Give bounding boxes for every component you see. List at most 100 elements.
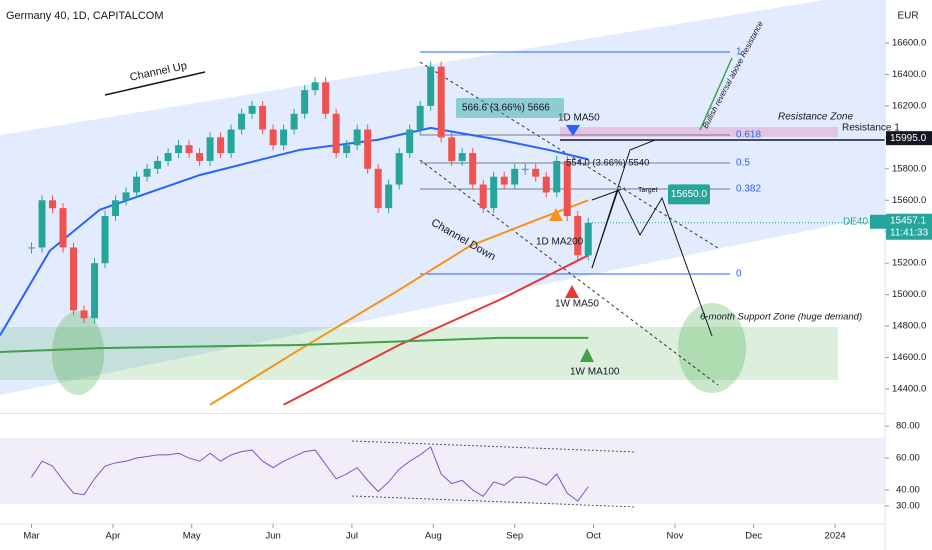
- support-circle: [52, 311, 104, 395]
- arrow-marker: [549, 208, 563, 221]
- annotation: 1W MA100: [570, 367, 620, 378]
- candle-body: [143, 168, 151, 177]
- candle-body: [217, 137, 225, 154]
- candle-body: [343, 145, 351, 154]
- last-price: 15457.1: [890, 215, 927, 226]
- measure-box: [456, 98, 564, 118]
- channel-up: [0, 0, 885, 395]
- candle-body: [28, 247, 36, 249]
- y-tick-label: 15600.0: [892, 195, 926, 206]
- candle-body: [301, 90, 309, 114]
- price-label-box: [886, 131, 932, 146]
- symbol: DE40: [843, 216, 868, 227]
- arrow-marker: [580, 348, 594, 362]
- y-tick-label: 16600.0: [892, 38, 926, 49]
- annotation: Target: [638, 187, 658, 194]
- rsi-tick-label: 80.00: [896, 421, 920, 432]
- target-box: [668, 184, 710, 205]
- y-tick-label: 14400.0: [892, 384, 926, 395]
- x-tick-label: Jun: [265, 531, 280, 542]
- annotation: 1D MA50: [558, 113, 600, 124]
- candle-body: [532, 168, 540, 177]
- candle-body: [364, 129, 372, 169]
- x-tick-label: Jul: [346, 531, 358, 542]
- candle-body: [469, 153, 477, 185]
- candle-body: [238, 113, 246, 130]
- candle-body: [322, 82, 330, 114]
- annotation: Resistance Zone: [778, 112, 853, 123]
- x-tick-label: Oct: [586, 531, 601, 542]
- x-tick-label: Apr: [106, 531, 121, 542]
- fib-label: 1: [736, 47, 742, 58]
- y-tick-label: 15000.0: [892, 289, 926, 300]
- fib-label: 0: [736, 269, 742, 280]
- chart-title: Germany 40, 1D, CAPITALCOM: [6, 10, 164, 22]
- candle-body: [59, 208, 67, 248]
- fib-label: 0.382: [736, 184, 761, 195]
- candle-body: [70, 247, 78, 311]
- support-circle: [678, 303, 746, 393]
- x-tick-label: Aug: [425, 531, 442, 542]
- candle-body: [206, 137, 214, 161]
- candle-body: [154, 160, 162, 169]
- annotation: Resistance 1: [842, 123, 900, 134]
- arrow-marker: [566, 125, 580, 136]
- candle-body: [122, 192, 130, 201]
- price-label: 15995.0: [890, 133, 927, 144]
- candle-body: [332, 113, 340, 154]
- candle-body: [374, 168, 382, 209]
- candle-body: [112, 200, 120, 216]
- y-tick-label: 15800.0: [892, 163, 926, 174]
- rsi-tick-label: 60.00: [896, 453, 920, 464]
- candle-body: [500, 176, 508, 185]
- candle-body: [38, 200, 46, 248]
- currency: EUR: [897, 11, 918, 22]
- x-tick-label: Sep: [506, 531, 523, 542]
- annotation: 554.0 (3.66%) 5540: [566, 158, 649, 169]
- annotation: 566.6 (3.66%) 5666: [462, 103, 550, 114]
- candle-body: [164, 153, 172, 161]
- candle-body: [584, 222, 592, 256]
- candle-body: [196, 153, 204, 161]
- rsi-tick-label: 30.00: [896, 500, 920, 511]
- ma-line: [283, 254, 589, 406]
- countdown: 11:41:33: [890, 227, 929, 238]
- candle-body: [479, 184, 487, 209]
- candle-body: [427, 66, 435, 106]
- candle-body: [133, 176, 141, 193]
- annotation: 1D MA200: [536, 237, 584, 248]
- ma-line: [0, 336, 589, 354]
- x-tick-label: 2024: [825, 531, 846, 542]
- symbol-box: [870, 214, 886, 229]
- candle-body: [91, 263, 99, 319]
- x-tick-label: Nov: [666, 531, 683, 542]
- candle-body: [101, 216, 109, 264]
- candle-body: [80, 310, 88, 319]
- projection-path: [591, 139, 656, 269]
- candle-body: [311, 82, 319, 91]
- candle-body: [290, 113, 298, 130]
- candle-body: [563, 160, 571, 216]
- candle-body: [448, 137, 456, 161]
- x-tick-label: May: [183, 531, 201, 542]
- candle-body: [49, 200, 57, 209]
- candle-body: [280, 129, 288, 146]
- y-tick-label: 14800.0: [892, 321, 926, 332]
- y-tick-label: 16200.0: [892, 100, 926, 111]
- candle-body: [227, 129, 235, 154]
- ma-line: [209, 199, 589, 406]
- annotation: 6-month Support Zone (huge demand): [700, 312, 862, 323]
- rsi-tick-label: 40.00: [896, 484, 920, 495]
- candle-body: [490, 176, 498, 209]
- candle-body: [574, 216, 582, 256]
- candle-body: [385, 184, 393, 209]
- projection-path: [591, 188, 713, 337]
- projection-path: [591, 187, 626, 201]
- candle-body: [521, 168, 529, 170]
- resistance-zone: [560, 127, 838, 137]
- annotation: 1W MA50: [555, 299, 599, 310]
- candle-body: [185, 145, 193, 154]
- x-tick-label: Dec: [745, 531, 762, 542]
